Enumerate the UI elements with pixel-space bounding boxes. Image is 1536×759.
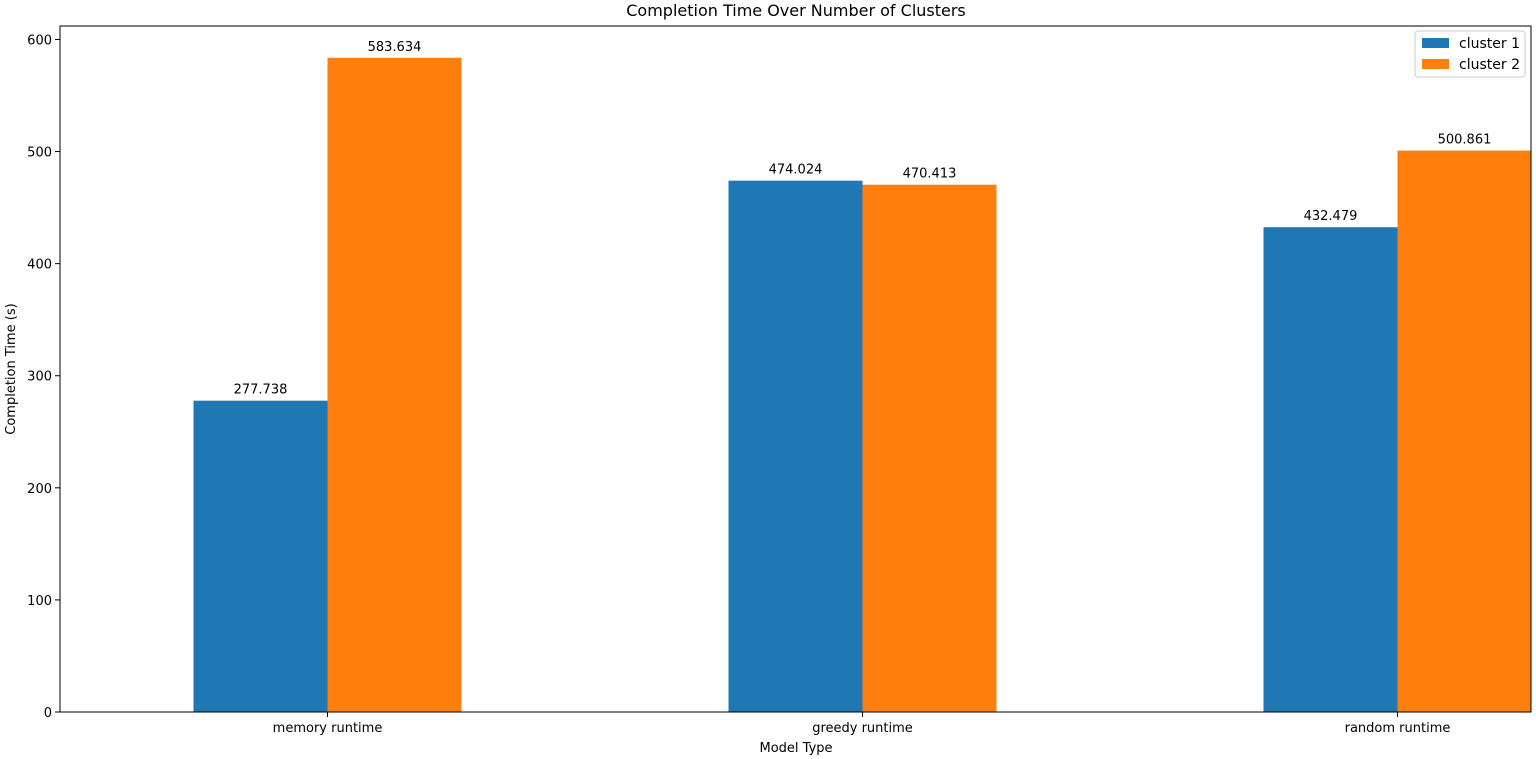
y-tick-label: 600 — [27, 33, 52, 48]
bar-cluster-1-greedy-runtime — [728, 180, 863, 713]
bar-value-label: 432.479 — [1304, 209, 1358, 224]
bar-value-label: 470.413 — [903, 167, 957, 182]
bar-cluster-2-memory-runtime — [327, 57, 462, 712]
y-tick-label: 200 — [27, 482, 52, 497]
bar-value-label: 583.634 — [368, 40, 422, 55]
x-tick-label: greedy runtime — [812, 721, 913, 736]
bar-value-label: 277.738 — [234, 383, 288, 398]
x-axis: memory runtime greedy runtime random runti… — [273, 712, 1451, 736]
bar-cluster-2-greedy-runtime — [862, 184, 997, 712]
legend-swatch — [1422, 59, 1449, 69]
legend-label: cluster 2 — [1459, 57, 1520, 73]
y-tick-label: 0 — [44, 706, 52, 721]
chart-title: Completion Time Over Number of Clusters — [626, 1, 966, 20]
x-tick-label: random runtime — [1345, 721, 1451, 736]
x-axis-label: Model Type — [759, 741, 832, 756]
plot-frame — [59, 25, 1532, 713]
bar-cluster-2-random-runtime — [1397, 150, 1532, 712]
bars-layer — [193, 57, 1532, 713]
y-tick-label: 500 — [27, 146, 52, 161]
y-tick-label: 400 — [27, 258, 52, 273]
y-tick-label: 300 — [27, 370, 52, 385]
legend: cluster 1 cluster 2 — [1414, 30, 1526, 78]
legend-label: cluster 1 — [1459, 36, 1520, 52]
bar-value-label: 474.024 — [769, 163, 823, 178]
bar-value-label: 500.861 — [1438, 133, 1492, 148]
y-axis-label: Completion Time (s) — [4, 303, 19, 434]
y-axis: 0 100 200 300 400 500 600 — [27, 33, 60, 721]
bar-labels-layer: 277.738 474.024 432.479 583.634 470.413 500.8… — [234, 40, 1492, 398]
y-tick-label: 100 — [27, 594, 52, 609]
bar-cluster-1-memory-runtime — [193, 400, 328, 712]
x-tick-label: memory runtime — [273, 721, 383, 736]
bar-cluster-1-random-runtime — [1263, 227, 1398, 712]
legend-swatch — [1422, 38, 1449, 48]
